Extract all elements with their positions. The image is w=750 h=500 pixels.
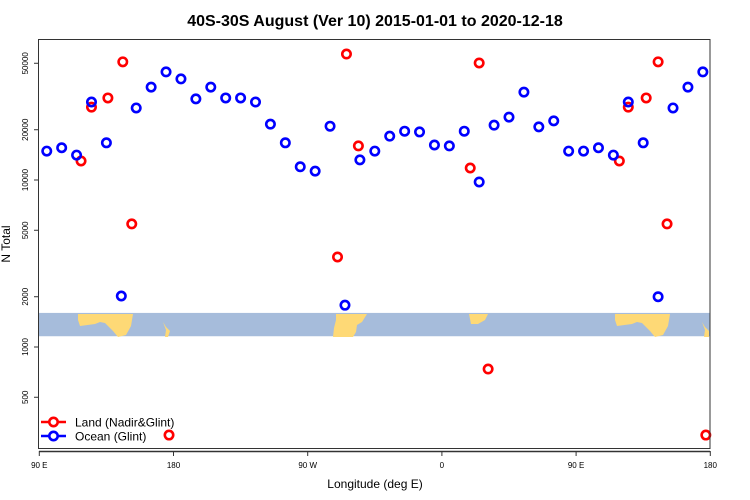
map-strip xyxy=(39,312,710,337)
point-ocean xyxy=(190,93,202,105)
point-ocean xyxy=(592,142,604,154)
point-land xyxy=(126,218,138,230)
point-land xyxy=(473,57,485,69)
chart-title: 40S-30S August (Ver 10) 2015-01-01 to 20… xyxy=(187,13,563,30)
point-ocean xyxy=(309,165,321,177)
point-land xyxy=(332,251,344,263)
point-ocean xyxy=(339,299,351,311)
point-land xyxy=(85,101,97,113)
point-ocean xyxy=(250,96,262,108)
x-tick-label: 0 xyxy=(440,461,445,470)
point-ocean xyxy=(220,92,232,104)
legend-marker xyxy=(47,430,59,442)
x-tick-label: 180 xyxy=(167,461,181,470)
land-new-zealand-repeat xyxy=(702,322,709,337)
point-land xyxy=(102,92,114,104)
point-ocean xyxy=(428,139,440,151)
point-land xyxy=(163,429,175,441)
point-ocean xyxy=(548,115,560,127)
point-ocean xyxy=(443,140,455,152)
x-tick-label: 90 E xyxy=(568,461,584,470)
point-ocean xyxy=(637,137,649,149)
point-ocean xyxy=(458,125,470,137)
y-tick-label: 10000 xyxy=(21,168,30,191)
y-axis-label: N Total xyxy=(0,225,13,262)
point-ocean xyxy=(145,81,157,93)
point-land xyxy=(622,101,634,113)
y-tick-label: 2000 xyxy=(21,287,30,305)
plot-frame xyxy=(38,39,711,449)
point-land xyxy=(117,56,129,68)
point-ocean xyxy=(235,92,247,104)
point-ocean xyxy=(369,145,381,157)
point-ocean xyxy=(607,149,619,161)
point-ocean xyxy=(578,145,590,157)
point-ocean xyxy=(294,161,306,173)
legend: Land (Nadir&Glint)Ocean (Glint) xyxy=(41,416,174,444)
land-australia-repeat xyxy=(615,314,670,337)
point-ocean xyxy=(71,149,83,161)
point-land xyxy=(464,162,476,174)
x-axis: 90 E 180 90 W 0 90 E 180 xyxy=(31,451,718,470)
y-axis: 500 1000 2000 5000 10000 20000 50000 xyxy=(21,52,39,404)
point-ocean xyxy=(503,111,515,123)
ocean-background xyxy=(39,312,710,337)
point-ocean xyxy=(115,290,127,302)
y-tick-label: 5000 xyxy=(21,221,30,239)
x-tick-label: 180 xyxy=(704,461,718,470)
land-south-america xyxy=(333,314,367,337)
point-ocean xyxy=(160,66,172,78)
point-ocean xyxy=(100,137,112,149)
point-ocean xyxy=(85,96,97,108)
point-ocean xyxy=(324,120,336,132)
point-ocean xyxy=(384,130,396,142)
legend-label: Land (Nadir&Glint) xyxy=(75,416,174,430)
point-ocean xyxy=(264,118,276,130)
point-ocean xyxy=(354,154,366,166)
point-land xyxy=(340,48,352,60)
point-ocean xyxy=(130,102,142,114)
x-axis-label: Longitude (deg E) xyxy=(327,477,422,491)
point-land xyxy=(352,140,364,152)
y-tick-label: 50000 xyxy=(21,52,30,75)
land-australia xyxy=(78,314,133,337)
point-ocean xyxy=(652,291,664,303)
point-ocean xyxy=(205,81,217,93)
point-ocean xyxy=(175,73,187,85)
point-land xyxy=(661,218,673,230)
point-ocean xyxy=(473,176,485,188)
x-tick-label: 90 W xyxy=(298,461,317,470)
x-tick-label: 90 E xyxy=(31,461,47,470)
point-ocean xyxy=(533,121,545,133)
point-ocean xyxy=(279,137,291,149)
point-ocean xyxy=(399,125,411,137)
point-land xyxy=(482,363,494,375)
point-land xyxy=(613,155,625,167)
y-tick-label: 500 xyxy=(21,390,30,404)
point-ocean xyxy=(697,66,709,78)
point-ocean xyxy=(682,81,694,93)
point-ocean xyxy=(414,126,426,138)
point-ocean xyxy=(56,142,68,154)
point-ocean xyxy=(488,119,500,131)
point-ocean xyxy=(622,96,634,108)
legend-marker xyxy=(47,416,59,428)
data-points xyxy=(41,48,712,441)
y-tick-label: 20000 xyxy=(21,118,30,141)
legend-label: Ocean (Glint) xyxy=(75,430,146,444)
point-land xyxy=(700,429,712,441)
land-new-zealand xyxy=(163,322,170,337)
point-ocean xyxy=(41,145,53,157)
point-ocean xyxy=(667,102,679,114)
point-land xyxy=(640,92,652,104)
point-ocean xyxy=(563,145,575,157)
point-ocean xyxy=(518,86,530,98)
land-southern-africa xyxy=(469,314,488,324)
point-land xyxy=(652,56,664,68)
y-tick-label: 1000 xyxy=(21,338,30,356)
